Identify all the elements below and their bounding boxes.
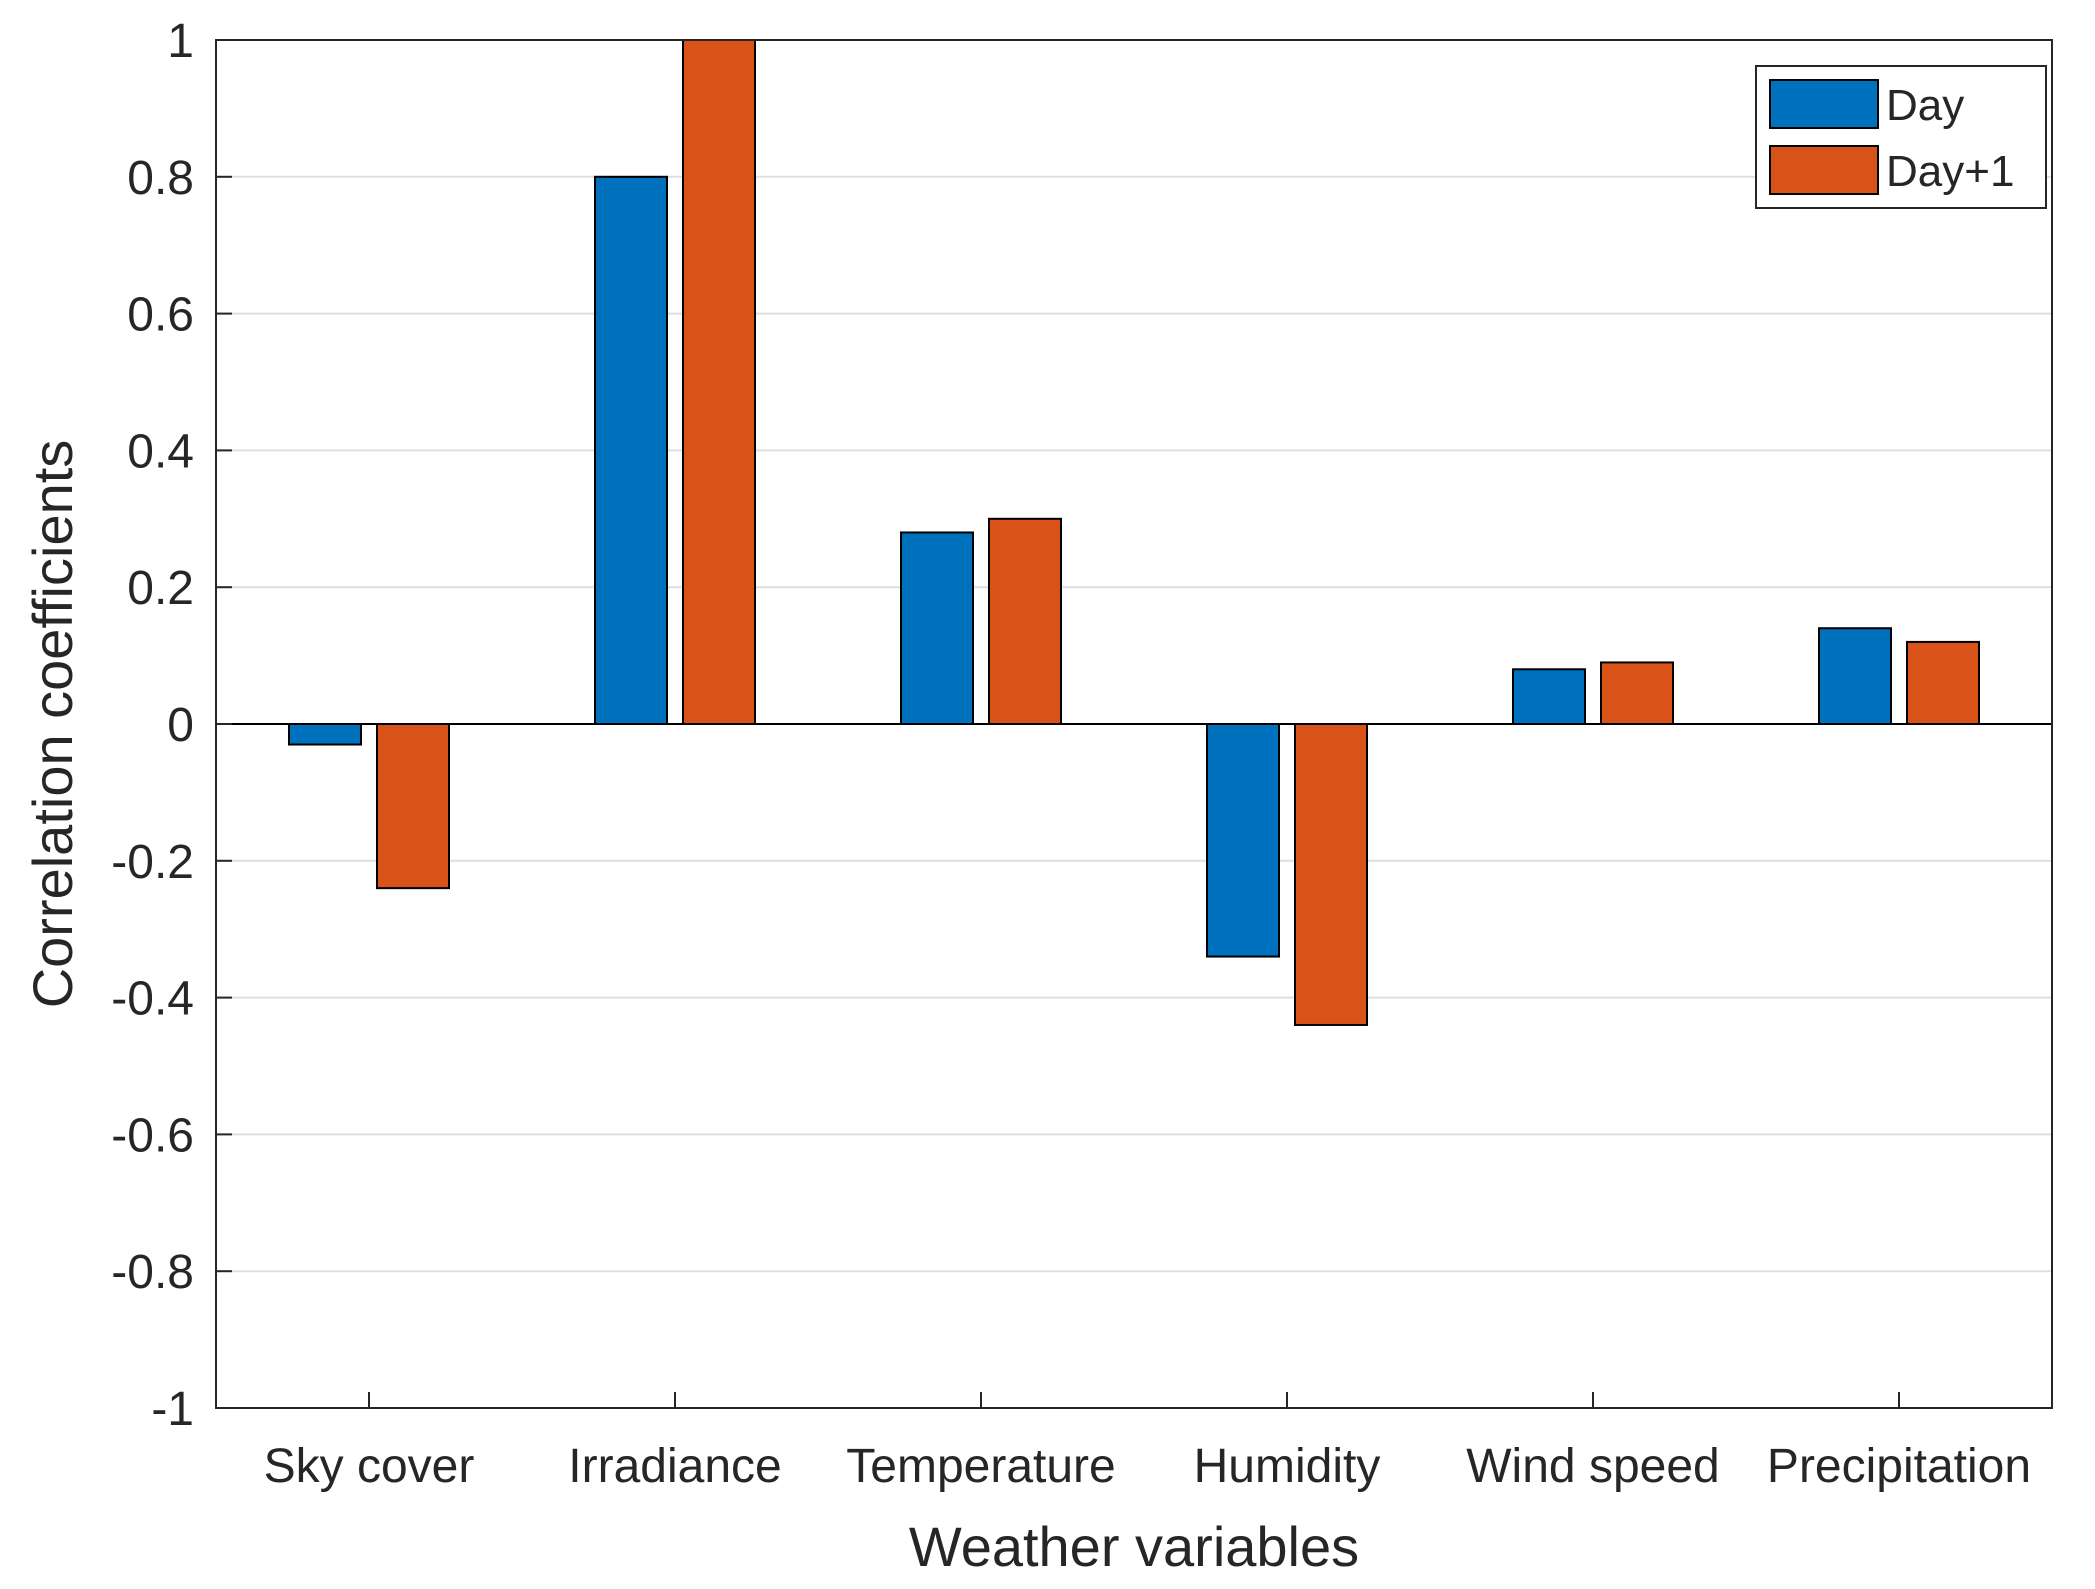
- x-tick-label: Irradiance: [568, 1440, 781, 1493]
- legend-items: Day Day+1: [1769, 79, 2014, 196]
- bar-day-temperature: [900, 531, 974, 725]
- x-tick-labels: Sky cover Irradiance Temperature Humidity Wi…: [264, 1440, 2031, 1493]
- y-tick-label: 0.4: [127, 425, 194, 478]
- bar-day-1-irradiance: [682, 39, 756, 725]
- y-tick-label: -0.8: [111, 1246, 194, 1299]
- legend-swatch: [1769, 79, 1879, 129]
- bar-day-1-sky-cover: [376, 723, 450, 890]
- bar-day-sky-cover: [288, 723, 362, 746]
- y-tick-label: -1: [151, 1383, 194, 1436]
- y-tick-label: 0: [167, 699, 194, 752]
- y-tick-label: 0.8: [127, 152, 194, 205]
- y-tick-label: 1: [167, 15, 194, 68]
- axis-ticks: [216, 39, 1900, 1409]
- bar-day-humidity: [1206, 723, 1280, 958]
- x-tick-label: Temperature: [846, 1440, 1115, 1493]
- x-tick-label: Wind speed: [1466, 1440, 1719, 1493]
- y-tick-label: 0.2: [127, 562, 194, 615]
- y-tick-label: 0.6: [127, 289, 194, 342]
- bar-day-1-temperature: [988, 517, 1062, 725]
- x-tick-label: Precipitation: [1767, 1440, 2031, 1493]
- bar-day-precipitation: [1818, 627, 1892, 725]
- legend-label: Day+1: [1886, 147, 2014, 196]
- x-tick-label: Sky cover: [264, 1440, 475, 1493]
- y-tick-label: -0.4: [111, 973, 194, 1026]
- y-tick-labels: 1 0.8 0.6 0.4 0.2 0 -0.2 -0.4 -0.6 -0.8 -1: [111, 15, 194, 1436]
- grid-lines: [216, 175, 2052, 1273]
- legend-swatch: [1769, 145, 1879, 195]
- bar-day-1-precipitation: [1906, 640, 1980, 725]
- y-axis-label: Correlation coefficients: [21, 440, 84, 1009]
- bar-day-1-wind-speed: [1600, 661, 1674, 726]
- y-tick-label: -0.2: [111, 836, 194, 889]
- y-tick-label: -0.6: [111, 1109, 194, 1162]
- bar-day-irradiance: [594, 175, 668, 726]
- x-axis-label: Weather variables: [909, 1515, 1359, 1578]
- x-tick-label: Humidity: [1194, 1440, 1381, 1493]
- bar-day-1-humidity: [1294, 723, 1368, 1026]
- legend-label: Day: [1886, 81, 1964, 130]
- legend: Day Day+1: [1755, 65, 2047, 209]
- bars: [288, 39, 1980, 1026]
- bar-day-wind-speed: [1512, 668, 1586, 726]
